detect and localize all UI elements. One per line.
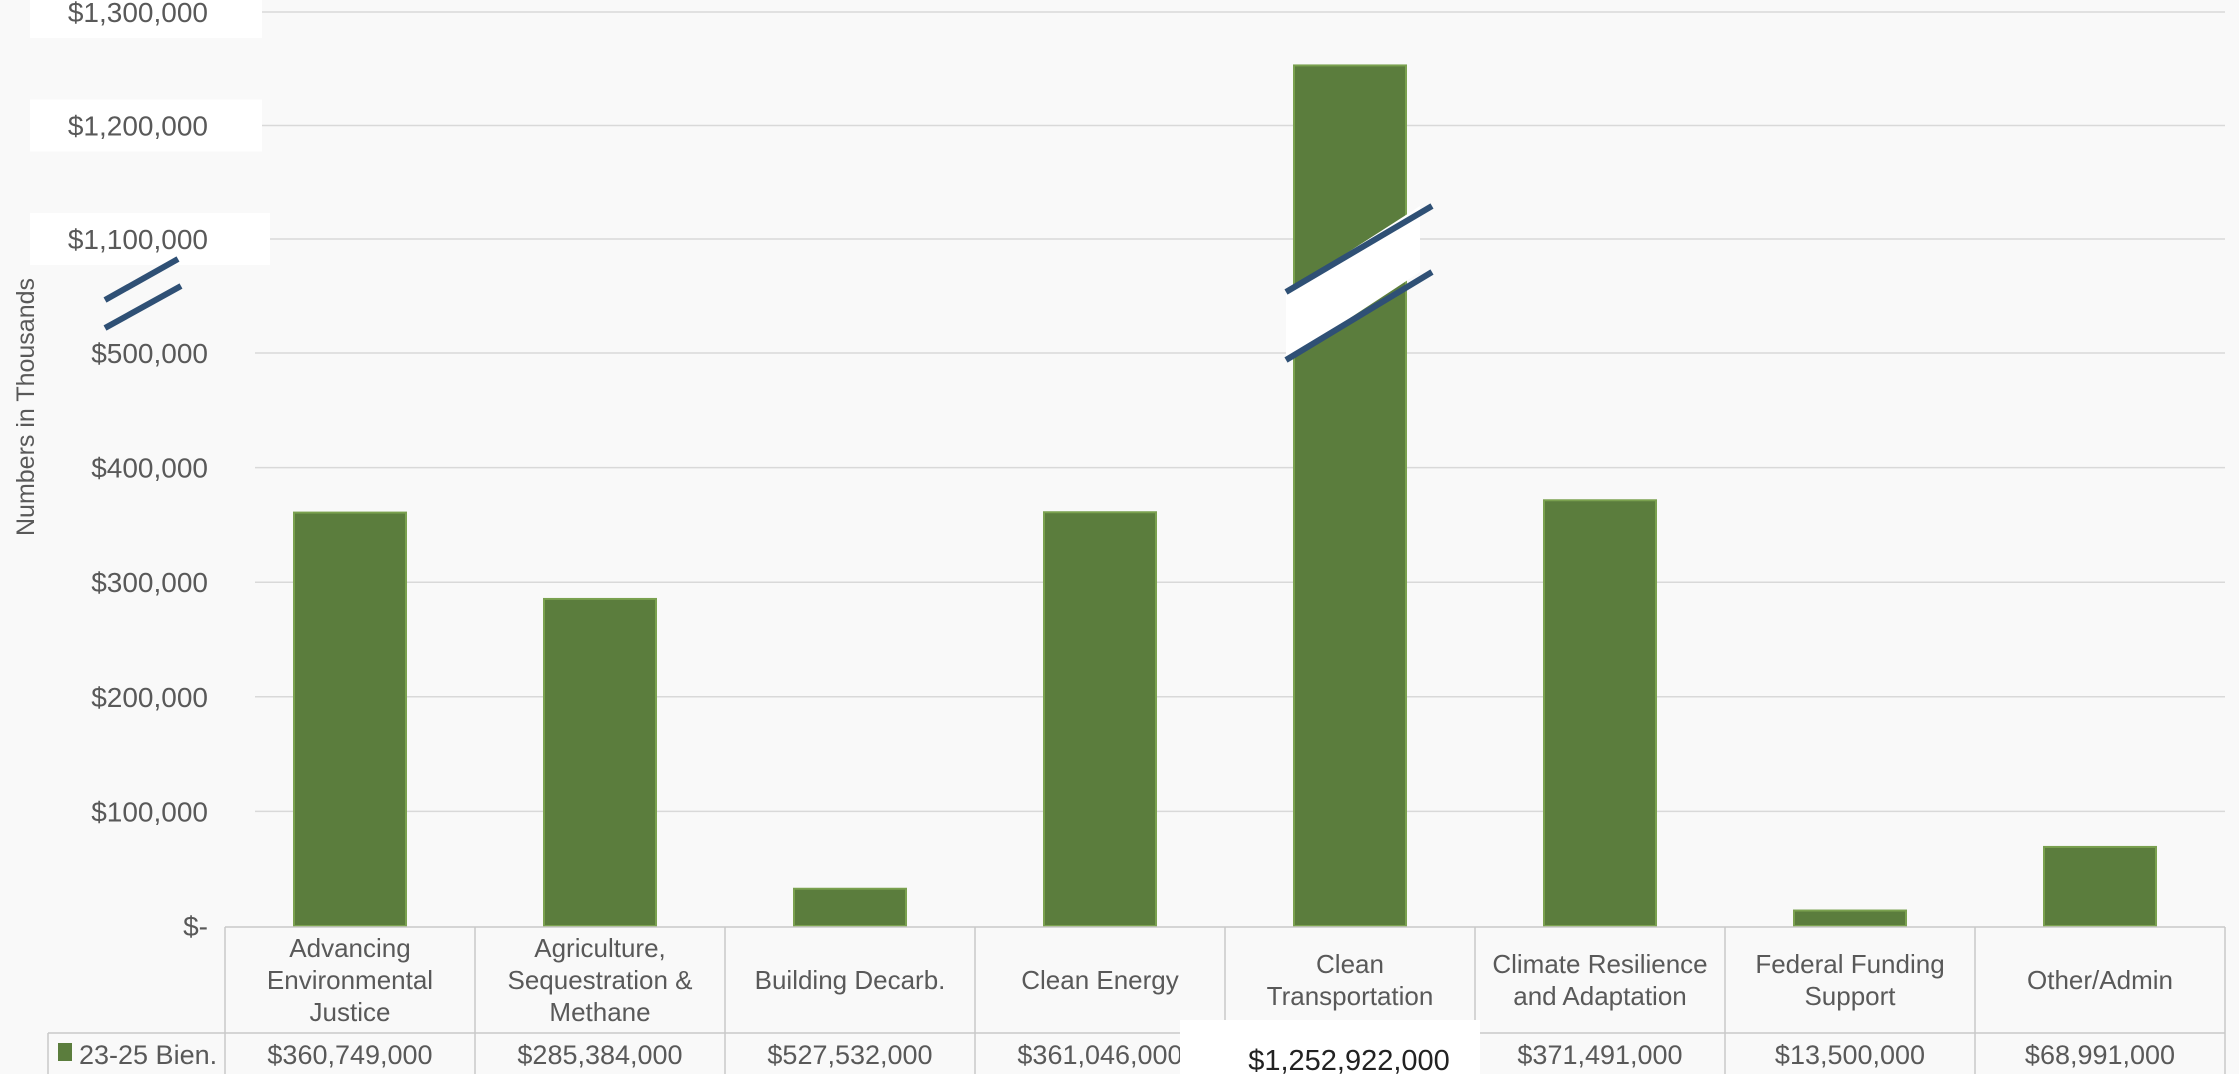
y-tick-label: $1,200,000 bbox=[68, 111, 208, 142]
tick-label-background bbox=[30, 213, 270, 265]
tick-label-background bbox=[30, 0, 262, 38]
y-tick-label: $300,000 bbox=[91, 567, 208, 598]
y-tick-label: $1,300,000 bbox=[68, 0, 208, 28]
bar bbox=[1543, 499, 1657, 927]
highlight-value-background bbox=[1180, 1020, 1480, 1074]
table-value: $360,749,000 bbox=[267, 1040, 432, 1070]
table-value: $371,491,000 bbox=[1517, 1040, 1682, 1070]
category-label: Support bbox=[1804, 981, 1896, 1011]
category-label: Federal Funding bbox=[1755, 949, 1944, 979]
category-label: Justice bbox=[310, 997, 391, 1027]
category-label: Methane bbox=[549, 997, 650, 1027]
bar bbox=[793, 887, 907, 927]
y-tick-label: $500,000 bbox=[91, 338, 208, 369]
category-label: Agriculture, bbox=[534, 933, 666, 963]
category-label: Other/Admin bbox=[2027, 965, 2173, 995]
bar-break-line bbox=[1284, 269, 1434, 363]
y-tick-label: $400,000 bbox=[91, 453, 208, 484]
category-label: Building Decarb. bbox=[755, 965, 946, 995]
y-tick-label: $100,000 bbox=[91, 796, 208, 827]
bar-break-gap bbox=[1286, 206, 1420, 360]
table-value: $68,991,000 bbox=[2025, 1040, 2175, 1070]
table-value: $1,252,922,000 bbox=[1248, 1045, 1450, 1074]
table-value: $361,046,000 bbox=[1017, 1040, 1182, 1070]
tick-label-background bbox=[30, 99, 262, 152]
category-label: Advancing bbox=[289, 933, 410, 963]
table-value: $285,384,000 bbox=[517, 1040, 682, 1070]
category-label: Environmental bbox=[267, 965, 433, 995]
bar-break-line bbox=[1284, 203, 1434, 295]
bar bbox=[2043, 845, 2157, 928]
y-axis-ticks: $- $100,000 $200,000 $300,000 $400,000 $500,0… bbox=[30, 0, 270, 942]
bar bbox=[1293, 64, 1407, 927]
table-value: $13,500,000 bbox=[1775, 1040, 1925, 1070]
category-label: Climate Resilience bbox=[1492, 949, 1707, 979]
axis-break-line bbox=[103, 256, 180, 303]
category-label: and Adaptation bbox=[1513, 981, 1687, 1011]
axis-break-line bbox=[103, 283, 183, 331]
category-label: Clean bbox=[1316, 949, 1384, 979]
bar bbox=[1043, 511, 1157, 927]
legend-series-name: 23-25 Bien. bbox=[79, 1040, 217, 1070]
bar bbox=[543, 597, 657, 927]
axis-break-marks bbox=[103, 203, 1434, 363]
category-label: Clean Energy bbox=[1021, 965, 1179, 995]
y-tick-label: $200,000 bbox=[91, 682, 208, 713]
table-value: $527,532,000 bbox=[767, 1040, 932, 1070]
legend-key bbox=[58, 1043, 72, 1061]
y-tick-label: $1,100,000 bbox=[68, 224, 208, 255]
y-tick-label: $- bbox=[183, 911, 208, 942]
bar bbox=[293, 511, 407, 928]
y-axis-title: Numbers in Thousands bbox=[12, 278, 40, 536]
bars bbox=[293, 64, 2157, 928]
bar bbox=[1793, 909, 1907, 927]
category-label: Sequestration & bbox=[507, 965, 692, 995]
category-label: Transportation bbox=[1267, 981, 1434, 1011]
